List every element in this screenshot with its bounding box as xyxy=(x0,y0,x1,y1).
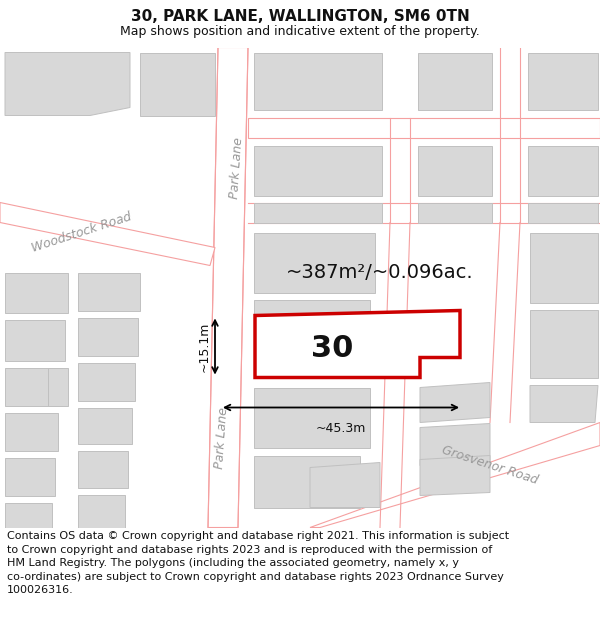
Polygon shape xyxy=(5,368,62,406)
Polygon shape xyxy=(420,424,490,466)
Text: 30, PARK LANE, WALLINGTON, SM6 0TN: 30, PARK LANE, WALLINGTON, SM6 0TN xyxy=(131,9,469,24)
Polygon shape xyxy=(528,202,598,222)
Polygon shape xyxy=(78,408,132,444)
Polygon shape xyxy=(208,48,248,528)
Polygon shape xyxy=(254,202,382,222)
Polygon shape xyxy=(254,146,382,196)
Polygon shape xyxy=(5,52,130,116)
Polygon shape xyxy=(420,456,490,496)
Polygon shape xyxy=(254,52,382,109)
Polygon shape xyxy=(528,52,598,109)
Polygon shape xyxy=(418,202,492,222)
Text: ~45.3m: ~45.3m xyxy=(316,422,366,436)
Text: Park Lane: Park Lane xyxy=(229,136,245,199)
Polygon shape xyxy=(530,386,598,423)
Polygon shape xyxy=(420,382,490,423)
Polygon shape xyxy=(140,52,215,116)
Polygon shape xyxy=(418,52,492,109)
Polygon shape xyxy=(5,272,68,312)
Polygon shape xyxy=(530,232,598,302)
Text: Contains OS data © Crown copyright and database right 2021. This information is : Contains OS data © Crown copyright and d… xyxy=(7,531,509,596)
Polygon shape xyxy=(255,311,460,378)
Polygon shape xyxy=(78,318,138,356)
Polygon shape xyxy=(78,494,125,528)
Polygon shape xyxy=(254,456,360,508)
Polygon shape xyxy=(310,422,600,528)
Text: ~15.1m: ~15.1m xyxy=(198,321,211,372)
Polygon shape xyxy=(5,458,55,496)
Polygon shape xyxy=(254,232,375,292)
Polygon shape xyxy=(78,272,140,311)
Polygon shape xyxy=(530,309,598,378)
Polygon shape xyxy=(48,368,68,406)
Text: Grosvenor Road: Grosvenor Road xyxy=(440,444,540,488)
Polygon shape xyxy=(5,319,65,361)
Polygon shape xyxy=(5,412,58,451)
Polygon shape xyxy=(418,146,492,196)
Polygon shape xyxy=(78,451,128,488)
Polygon shape xyxy=(254,388,370,448)
Polygon shape xyxy=(310,462,380,508)
Text: Map shows position and indicative extent of the property.: Map shows position and indicative extent… xyxy=(120,24,480,38)
Polygon shape xyxy=(78,362,135,401)
Polygon shape xyxy=(5,503,52,528)
Polygon shape xyxy=(248,118,600,138)
Text: 30: 30 xyxy=(311,334,353,363)
Text: Woodstock Road: Woodstock Road xyxy=(31,210,134,255)
Polygon shape xyxy=(254,299,370,356)
Text: Park Lane: Park Lane xyxy=(214,406,230,469)
Text: ~387m²/~0.096ac.: ~387m²/~0.096ac. xyxy=(286,263,474,282)
Polygon shape xyxy=(528,146,598,196)
Polygon shape xyxy=(0,202,215,266)
